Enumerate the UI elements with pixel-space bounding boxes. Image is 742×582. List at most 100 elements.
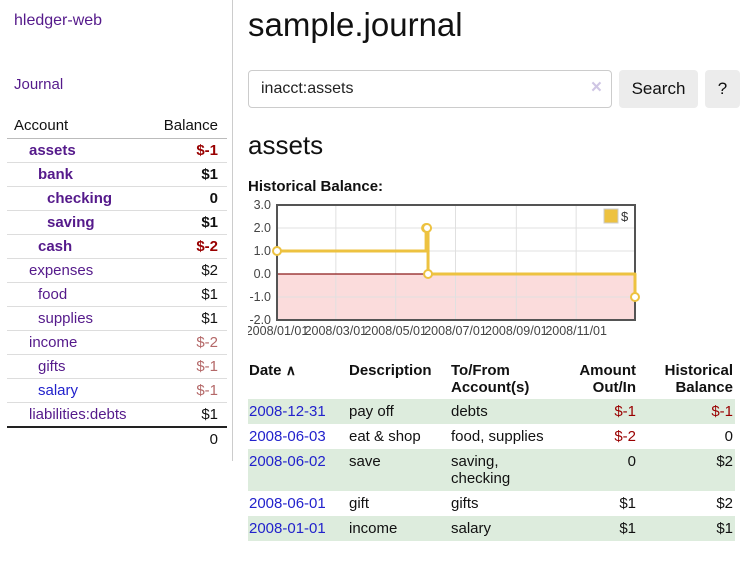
sidebar-item-assets[interactable]: assets: [29, 142, 76, 159]
description-column-header: Description: [349, 361, 432, 379]
search-input-wrap: ×: [248, 69, 612, 108]
account-balance: $-1: [145, 138, 227, 163]
amount-column-header: Amount Out/In: [579, 361, 636, 396]
sidebar-item-expenses[interactable]: expenses: [29, 262, 94, 279]
svg-text:3.0: 3.0: [254, 198, 271, 212]
sort-ascending-icon: ∧: [285, 361, 296, 378]
help-button[interactable]: ?: [705, 69, 740, 108]
transaction-amount: $-1: [614, 402, 636, 420]
svg-text:2008/05/01: 2008/05/01: [364, 324, 427, 338]
table-row: salary $-1: [7, 378, 227, 403]
account-heading: assets: [248, 129, 324, 160]
total-balance: 0: [145, 426, 227, 451]
sidebar-item-bank[interactable]: bank: [38, 166, 74, 183]
svg-text:0.0: 0.0: [254, 267, 271, 281]
transaction-amount: $1: [619, 519, 636, 537]
transaction-date-link[interactable]: 2008-06-03: [249, 427, 326, 445]
table-row: 2008-01-01 income salary $1 $1: [248, 515, 735, 541]
svg-text:2.0: 2.0: [254, 221, 271, 235]
register-table: Date ∧ Description To/From Account(s) Am…: [248, 359, 735, 541]
table-row: bank $1: [7, 162, 227, 187]
app-title-link[interactable]: hledger-web: [14, 12, 103, 29]
svg-text:2008/09/01: 2008/09/01: [485, 324, 548, 338]
historical-balance-chart[interactable]: $3.0 2.0 1.0 0.0 -1.0 -2.02008/01/012008/03/0…: [248, 198, 738, 344]
account-balance: $2: [145, 258, 227, 283]
table-row: cash $-2: [7, 234, 227, 259]
svg-text:2008/07/01: 2008/07/01: [424, 324, 487, 338]
sidebar-item-gifts[interactable]: gifts: [38, 358, 66, 375]
account-balance: $1: [145, 306, 227, 331]
sidebar-item-supplies[interactable]: supplies: [38, 310, 94, 327]
transaction-description: income: [349, 519, 398, 537]
table-row: saving $1: [7, 210, 227, 235]
register-header-row: Date ∧ Description To/From Account(s) Am…: [248, 359, 735, 399]
sidebar-item-salary[interactable]: salary: [38, 382, 79, 399]
search-button[interactable]: Search: [619, 69, 698, 108]
table-row: income $-2: [7, 330, 227, 355]
account-balance: $-2: [145, 234, 227, 259]
transaction-accounts: saving, checking: [451, 452, 511, 487]
table-row: 2008-06-02 save saving, checking 0 $2: [248, 448, 735, 491]
account-balance: $1: [145, 210, 227, 235]
sidebar-balance-table: Account Balance assets $-1 bank $1 check…: [7, 114, 227, 451]
svg-text:$: $: [621, 209, 629, 224]
table-row: 2008-06-03 eat & shop food, supplies $-2…: [248, 424, 735, 449]
transaction-description: pay off: [349, 402, 394, 420]
svg-text:2008/03/01: 2008/03/01: [305, 324, 368, 338]
transaction-description: eat & shop: [349, 427, 421, 445]
balance-column-header: Balance: [145, 114, 227, 139]
account-balance: $1: [145, 282, 227, 307]
account-balance: $1: [145, 162, 227, 187]
transaction-description: gift: [349, 494, 370, 512]
transaction-date-link[interactable]: 2008-06-01: [249, 494, 326, 512]
transaction-balance: $2: [716, 452, 733, 470]
clear-search-icon[interactable]: ×: [590, 76, 602, 98]
account-balance: $-2: [145, 330, 227, 355]
table-row: supplies $1: [7, 306, 227, 331]
table-row: food $1: [7, 282, 227, 307]
transaction-accounts: food, supplies: [451, 427, 544, 445]
page: hledger-web Journal Account Balance asse…: [0, 0, 742, 541]
balance-column-header: Historical Balance: [664, 361, 733, 396]
sidebar-item-income[interactable]: income: [29, 334, 78, 351]
svg-text:-2.0: -2.0: [249, 313, 271, 327]
balance-table-header: Account Balance: [7, 114, 227, 139]
date-column-header[interactable]: Date ∧: [249, 361, 296, 379]
transaction-date-link[interactable]: 2008-01-01: [249, 519, 326, 537]
account-column-header: Account: [7, 114, 146, 139]
transaction-accounts: debts: [451, 402, 488, 420]
search-form: × Search ?: [248, 69, 740, 108]
chart-title: Historical Balance:: [248, 177, 384, 195]
transaction-accounts: gifts: [451, 494, 479, 512]
search-input[interactable]: [248, 69, 612, 108]
svg-text:2008/01/01: 2008/01/01: [248, 324, 308, 338]
table-row: expenses $2: [7, 258, 227, 283]
page-title: sample.journal: [248, 6, 463, 43]
transaction-balance: $2: [716, 494, 733, 512]
sidebar-item-checking[interactable]: checking: [47, 190, 113, 207]
svg-text:-1.0: -1.0: [249, 290, 271, 304]
sidebar-item-food[interactable]: food: [38, 286, 68, 303]
account-balance: 0: [145, 186, 227, 211]
transaction-accounts: salary: [451, 519, 492, 537]
transaction-balance: 0: [724, 427, 733, 445]
sidebar: hledger-web Journal Account Balance asse…: [0, 0, 233, 461]
table-row: checking 0: [7, 186, 227, 211]
sidebar-item-saving[interactable]: saving: [47, 214, 95, 231]
sidebar-item-liabilities-debts[interactable]: liabilities:debts: [29, 406, 127, 423]
transaction-amount: $-2: [614, 427, 636, 445]
sidebar-item-journal[interactable]: Journal: [14, 76, 64, 93]
transaction-balance: $1: [716, 519, 733, 537]
sidebar-item-cash[interactable]: cash: [38, 238, 73, 255]
transaction-description: save: [349, 452, 381, 470]
transaction-date-link[interactable]: 2008-06-02: [249, 452, 326, 470]
transaction-amount: 0: [627, 452, 636, 470]
transaction-date-link[interactable]: 2008-12-31: [249, 402, 326, 420]
main-content: sample.journal × Search ? assets Histori…: [233, 0, 742, 541]
table-row: 2008-06-01 gift gifts $1 $2: [248, 491, 735, 516]
transaction-balance: $-1: [711, 402, 733, 420]
account-balance: $1: [145, 402, 227, 428]
table-row: 2008-12-31 pay off debts $-1 $-1: [248, 398, 735, 424]
account-balance: $-1: [145, 378, 227, 403]
account-balance: $-1: [145, 354, 227, 379]
